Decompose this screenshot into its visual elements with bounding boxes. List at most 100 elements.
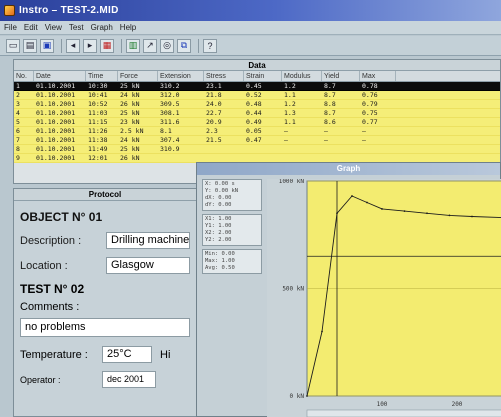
test-title: TEST N° 02	[20, 282, 85, 296]
zoom-icon[interactable]: ◎	[160, 38, 174, 53]
data-point	[321, 330, 323, 333]
column-header[interactable]: Extension	[158, 71, 204, 81]
graph-legend-line: Max: 1.00	[205, 258, 235, 264]
menu-edit[interactable]: Edit	[23, 23, 38, 32]
column-headers: No. Date Time Force Extension Stress Strain Mod…	[14, 71, 500, 82]
graph-legend-line: Y: 0.00 kN	[205, 188, 239, 194]
table-cell: 307.4	[160, 136, 180, 144]
menu-test[interactable]: Test	[68, 23, 84, 32]
column-header[interactable]: No.	[14, 71, 34, 81]
menu-file[interactable]: File	[4, 23, 17, 32]
table-cell: 0.75	[362, 109, 378, 117]
toolbar: ▭ ▤ ▣ ◂ ▸ ▦ ▥ ↗ ◎ ⧉ ?	[0, 36, 501, 56]
open-icon[interactable]: ▤	[23, 38, 37, 53]
column-header[interactable]: Stress	[204, 71, 244, 81]
table-row[interactable]: 2 01.10.2001 10:41 24 kN 312.0 21.8 0.52 1.1 8.7…	[14, 91, 500, 100]
table-cell	[204, 145, 244, 153]
data-pane-title: Data	[14, 60, 500, 71]
arrow-right-icon[interactable]: ▸	[83, 38, 97, 53]
table-cell: 01.10.2001	[36, 127, 76, 135]
column-header[interactable]: Yield	[322, 71, 360, 81]
table-cell: 311.6	[160, 118, 180, 126]
print-icon[interactable]: ▦	[100, 38, 114, 53]
table-cell: 11:03	[88, 109, 108, 117]
table-cell: 310.9	[160, 145, 180, 153]
table-icon[interactable]: ▥	[126, 38, 140, 53]
column-header[interactable]: Date	[34, 71, 86, 81]
menu-help[interactable]: Help	[119, 23, 137, 32]
location-field[interactable]: Glasgow	[106, 257, 190, 274]
column-header[interactable]: Max	[360, 71, 396, 81]
help-icon[interactable]: ?	[203, 38, 217, 53]
table-row[interactable]: 1 01.10.2001 10:30 25 kN 310.2 23.1 0.45 1.2 8.7…	[14, 82, 500, 91]
menu-graph[interactable]: Graph	[90, 23, 113, 32]
table-cell: 11:38	[88, 136, 108, 144]
table-cell: 0.77	[362, 118, 378, 126]
table-row[interactable]: 4 01.10.2001 11:03 25 kN 308.1 22.7 0.44 1.3 8.7…	[14, 109, 500, 118]
x-tick-label: 100	[377, 401, 388, 408]
copy-icon[interactable]: ⧉	[177, 38, 191, 53]
description-field[interactable]: Drilling machine	[106, 232, 190, 249]
table-cell	[360, 154, 396, 162]
menu-view[interactable]: View	[44, 23, 62, 32]
table-cell: 01.10.2001	[36, 145, 76, 153]
graph-legend-line: X1: 1.00	[205, 216, 232, 222]
table-cell: 01.10.2001	[36, 109, 76, 117]
table-cell: 26 kN	[120, 100, 140, 108]
table-cell: 21.8	[206, 91, 222, 99]
operator-field[interactable]: dec 2001	[102, 371, 156, 388]
table-row[interactable]: 7 01.10.2001 11:38 24 kN 307.4 21.5 0.47 — — —	[14, 136, 500, 145]
table-cell: 1	[16, 82, 20, 90]
y-tick-label: 1000 kN	[279, 179, 305, 185]
table-cell: 8.8	[324, 100, 336, 108]
table-cell: 2.3	[206, 127, 218, 135]
table-cell: 24 kN	[120, 136, 140, 144]
table-cell: 5	[16, 118, 20, 126]
data-rows: 1 01.10.2001 10:30 25 kN 310.2 23.1 0.45 1.2 8.7…	[14, 82, 500, 163]
column-header[interactable]: Strain	[244, 71, 282, 81]
location-label: Location :	[20, 259, 68, 272]
table-cell: 21.5	[206, 136, 222, 144]
table-cell: 3	[16, 100, 20, 108]
table-cell: 0.49	[246, 118, 262, 126]
toolbar-separator	[198, 38, 199, 53]
arrow-left-icon[interactable]: ◂	[66, 38, 80, 53]
table-cell: —	[362, 136, 366, 144]
table-cell: 309.5	[160, 100, 180, 108]
graph-legend-line: dX: 0.00	[205, 195, 232, 201]
table-row[interactable]: 8 01.10.2001 11:49 25 kN 310.9	[14, 145, 500, 154]
data-point	[306, 395, 308, 397]
table-cell: 01.10.2001	[36, 136, 76, 144]
table-row[interactable]: 6 01.10.2001 11:26 2.5 kN 8.1 2.3 0.05 — — —	[14, 127, 500, 136]
table-cell: 8.1	[160, 127, 172, 135]
graph-plot[interactable]: 1000 kN 500 kN 0 kN 100 200	[267, 179, 501, 417]
data-point	[381, 208, 383, 210]
table-cell: —	[284, 136, 288, 144]
graph-legend-line: Y2: 2.00	[205, 237, 232, 243]
comments-label: Comments :	[20, 301, 80, 313]
table-cell: 8.6	[324, 118, 336, 126]
table-cell: 01.10.2001	[36, 100, 76, 108]
column-header[interactable]: Force	[118, 71, 158, 81]
column-header[interactable]: Modulus	[282, 71, 322, 81]
data-point	[351, 195, 353, 197]
new-icon[interactable]: ▭	[6, 38, 20, 53]
comments-field[interactable]: no problems	[20, 318, 190, 337]
table-cell: 20.9	[206, 118, 222, 126]
temperature-label: Temperature :	[20, 348, 88, 361]
column-header[interactable]: Time	[86, 71, 118, 81]
graph-icon[interactable]: ↗	[143, 38, 157, 53]
table-cell	[204, 154, 244, 162]
table-row[interactable]: 3 01.10.2001 10:52 26 kN 309.5 24.0 0.48 1.2 8.8…	[14, 100, 500, 109]
temperature-field[interactable]: 25°C	[102, 346, 152, 363]
operator-label: Operator :	[20, 374, 61, 385]
table-cell: 23 kN	[120, 118, 140, 126]
table-row[interactable]: 5 01.10.2001 11:15 23 kN 311.6 20.9 0.49 1.1 8.6…	[14, 118, 500, 127]
table-cell: 0.48	[246, 100, 262, 108]
table-cell: 11:26	[88, 127, 108, 135]
table-cell	[282, 145, 322, 153]
table-cell: 24.0	[206, 100, 222, 108]
y-tick-label: 500 kN	[282, 286, 304, 293]
save-icon[interactable]: ▣	[40, 38, 54, 53]
table-cell: 01.10.2001	[36, 154, 76, 162]
